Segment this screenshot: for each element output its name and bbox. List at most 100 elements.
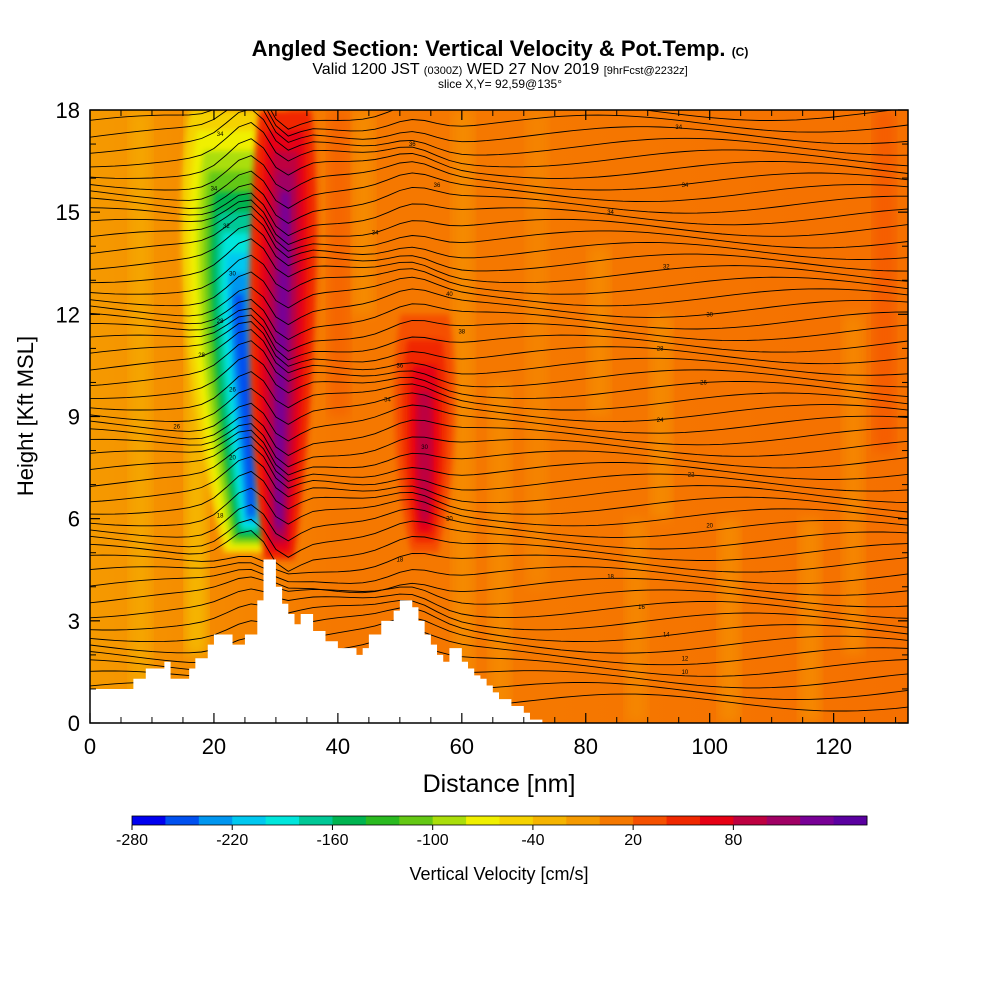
colorbar-tick-label: -160 bbox=[316, 832, 348, 849]
y-tick-label: 12 bbox=[56, 302, 80, 327]
isentrope-label: 26 bbox=[173, 425, 180, 431]
isentrope-line bbox=[90, 504, 908, 542]
colorbar-swatch bbox=[466, 816, 500, 825]
shading-band bbox=[718, 518, 741, 723]
colorbar-swatch bbox=[532, 816, 567, 825]
isentrope-line bbox=[90, 518, 908, 558]
isentrope-label: 28 bbox=[198, 353, 205, 359]
isentrope-line bbox=[270, 110, 897, 130]
colorbar-swatch bbox=[365, 816, 400, 825]
x-tick-label: 20 bbox=[202, 734, 226, 759]
isentrope-line bbox=[90, 224, 908, 272]
isentrope-label: 22 bbox=[688, 472, 695, 478]
y-axis-label: Height [Kft MSL] bbox=[13, 336, 38, 496]
colorbar-frame bbox=[131, 815, 868, 826]
isentrope-label: 38 bbox=[458, 329, 465, 335]
colorbar-swatch bbox=[299, 816, 333, 825]
isentrope-label: 36 bbox=[434, 183, 441, 189]
shading-band bbox=[625, 518, 648, 723]
colorbar: -280 -220 -160 -100 -40 20 80 bbox=[116, 815, 868, 849]
colorbar-swatch bbox=[800, 816, 835, 825]
y-tick-label: 18 bbox=[56, 98, 80, 123]
colorbar-swatch bbox=[666, 816, 701, 825]
colorbar-tick-label: -40 bbox=[521, 832, 544, 849]
shading-band bbox=[873, 110, 896, 451]
isentrope-label: 34 bbox=[384, 397, 391, 403]
isentrope-label: 20 bbox=[446, 517, 453, 523]
isentrope-line bbox=[90, 271, 908, 309]
shading-band bbox=[526, 110, 549, 587]
colorbar-swatch bbox=[766, 816, 801, 825]
colorbar-tick-label: 80 bbox=[724, 832, 742, 849]
x-tick-label: 100 bbox=[691, 734, 728, 759]
isentrope-label: 18 bbox=[607, 575, 614, 581]
colorbar-swatch bbox=[165, 816, 200, 825]
valid-date: WED 27 Nov 2019 bbox=[466, 61, 600, 78]
isentrope-line bbox=[90, 470, 908, 515]
isentrope-label: 12 bbox=[682, 656, 689, 662]
isentrope-line bbox=[90, 110, 908, 156]
isentrope-line bbox=[90, 170, 908, 209]
isentrope-line bbox=[90, 487, 908, 527]
y-tick-label: 3 bbox=[68, 609, 80, 634]
isentrope-line bbox=[90, 599, 908, 631]
shading-band bbox=[588, 246, 611, 417]
isentrope-line bbox=[90, 321, 908, 367]
colorbar-swatch bbox=[733, 816, 768, 825]
isentrope-line bbox=[90, 588, 908, 619]
isentrope-line bbox=[90, 444, 908, 492]
isentrope-line bbox=[90, 192, 908, 237]
isentrope-line bbox=[90, 568, 908, 596]
colorbar-swatch bbox=[633, 816, 668, 825]
shading-band bbox=[842, 314, 865, 655]
y-tick-label: 6 bbox=[68, 507, 80, 532]
isentrope-line bbox=[90, 402, 908, 442]
colorbar-swatch bbox=[566, 816, 601, 825]
isentrope-label: 14 bbox=[663, 632, 670, 638]
isentrope-label: 20 bbox=[229, 455, 236, 461]
isentrope-line bbox=[90, 371, 908, 411]
isentrope-line bbox=[90, 414, 908, 457]
colorbar-tick-label: -100 bbox=[417, 832, 449, 849]
isentrope-label: 30 bbox=[421, 445, 428, 451]
shading-band bbox=[451, 110, 474, 723]
isentrope-label: 34 bbox=[682, 183, 689, 189]
colorbar-swatch bbox=[332, 816, 367, 825]
colorbar-tick-label: 20 bbox=[624, 832, 642, 849]
isentrope-line bbox=[90, 423, 908, 468]
isentrope-line bbox=[90, 205, 908, 252]
shading-band bbox=[798, 518, 821, 723]
chart-title-tag: (C) bbox=[731, 45, 749, 59]
shading-band bbox=[327, 110, 350, 417]
x-tick-label: 40 bbox=[326, 734, 350, 759]
isentrope-line bbox=[90, 436, 908, 482]
x-tick-label: 120 bbox=[815, 734, 852, 759]
isentrope-label: 30 bbox=[706, 312, 713, 318]
isentrope-line bbox=[90, 199, 908, 246]
isentrope-line bbox=[90, 562, 908, 585]
isentrope-line bbox=[90, 456, 908, 504]
isentrope-label: 34 bbox=[372, 231, 379, 237]
valid-utc: (0300Z) bbox=[423, 65, 463, 77]
isentrope-label: 34 bbox=[211, 186, 218, 192]
y-tick-label: 9 bbox=[68, 405, 80, 430]
isentropes bbox=[90, 110, 908, 712]
colorbar-swatch bbox=[833, 816, 868, 825]
isentrope-line bbox=[90, 183, 908, 224]
isentrope-line bbox=[90, 138, 908, 179]
colorbar-swatch bbox=[432, 816, 467, 825]
isentrope-label: 20 bbox=[706, 523, 713, 529]
isentrope-line bbox=[90, 354, 908, 399]
isentrope-line bbox=[90, 530, 908, 572]
colorbar-swatch bbox=[132, 816, 166, 825]
velocity-field: 34 34 32 30 28 28 26 26 20 18 36 36 34 40 38 36 34 30 20 18… bbox=[90, 110, 908, 723]
isentrope-label: 34 bbox=[675, 125, 682, 131]
isentrope-label: 30 bbox=[229, 271, 236, 277]
shading-band bbox=[129, 110, 152, 706]
isentrope-label: 24 bbox=[657, 418, 664, 424]
isentrope-line bbox=[90, 298, 908, 341]
isentrope-line bbox=[90, 155, 908, 192]
colorbar-swatch bbox=[198, 816, 233, 825]
terrain bbox=[90, 559, 908, 723]
